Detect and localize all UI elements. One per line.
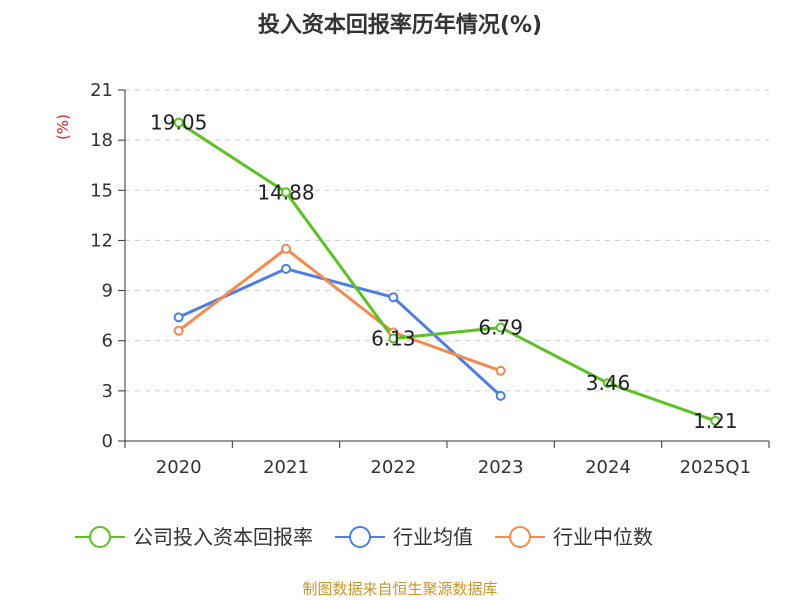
data-labels: 19.05 14.88 6.13 6.79 3.46 1.21 (150, 111, 738, 433)
y-tick-label: 9 (102, 281, 113, 302)
data-label: 3.46 (586, 371, 631, 395)
data-point (603, 378, 613, 389)
data-label: 14.88 (257, 180, 314, 204)
data-point (173, 117, 184, 128)
x-tick-label: 2020 (156, 457, 202, 478)
legend-label: 公司投入资本回报率 (133, 525, 313, 549)
y-tick-label: 18 (90, 130, 113, 151)
x-tick-label: 2024 (585, 457, 631, 478)
legend-marker (509, 526, 531, 548)
y-tick-label: 21 (90, 80, 113, 101)
data-point (281, 243, 291, 254)
data-point (173, 325, 184, 336)
series-line (177, 121, 716, 423)
legend-marker (89, 526, 111, 548)
legend-label: 行业均值 (393, 525, 473, 549)
data-point (173, 312, 184, 323)
x-tick-label: 2025Q1 (680, 457, 751, 478)
data-point (495, 390, 506, 401)
data-point (495, 365, 506, 376)
x-tick-label: 2021 (263, 457, 309, 478)
legend-marker (349, 526, 371, 548)
y-tick-label: 12 (90, 230, 113, 251)
y-tick-label: 15 (90, 180, 113, 201)
data-label: 6.79 (478, 316, 523, 340)
y-tick-label: 6 (102, 331, 113, 352)
y-axis-label: (%) (54, 114, 72, 140)
data-label: 6.13 (371, 327, 416, 351)
x-tick-label: 2022 (370, 457, 416, 478)
axes: 0 3 6 9 12 15 18 21 2020 2021 2022 2023 2024 2025Q1 (90, 80, 770, 478)
data-point (495, 322, 506, 333)
chart-title: 投入资本回报率历年情况(%) (258, 12, 542, 38)
x-tick-label: 2023 (478, 457, 524, 478)
data-point (710, 415, 721, 426)
gridlines (125, 89, 769, 392)
y-tick-label: 3 (102, 381, 113, 402)
legend: 公司投入资本回报率 行业均值 行业中位数 (75, 525, 653, 549)
data-label: 1.21 (693, 409, 738, 433)
data-point (281, 263, 291, 274)
series-lines (173, 117, 721, 426)
data-label: 19.05 (150, 111, 207, 135)
source-note: 制图数据来自恒生聚源数据库 (302, 580, 497, 598)
series-line (178, 267, 502, 398)
data-point (388, 333, 399, 344)
data-point (281, 187, 291, 198)
data-point (388, 292, 399, 303)
series-line (177, 247, 502, 373)
legend-label: 行业中位数 (553, 525, 653, 549)
y-tick-label: 0 (102, 431, 113, 452)
